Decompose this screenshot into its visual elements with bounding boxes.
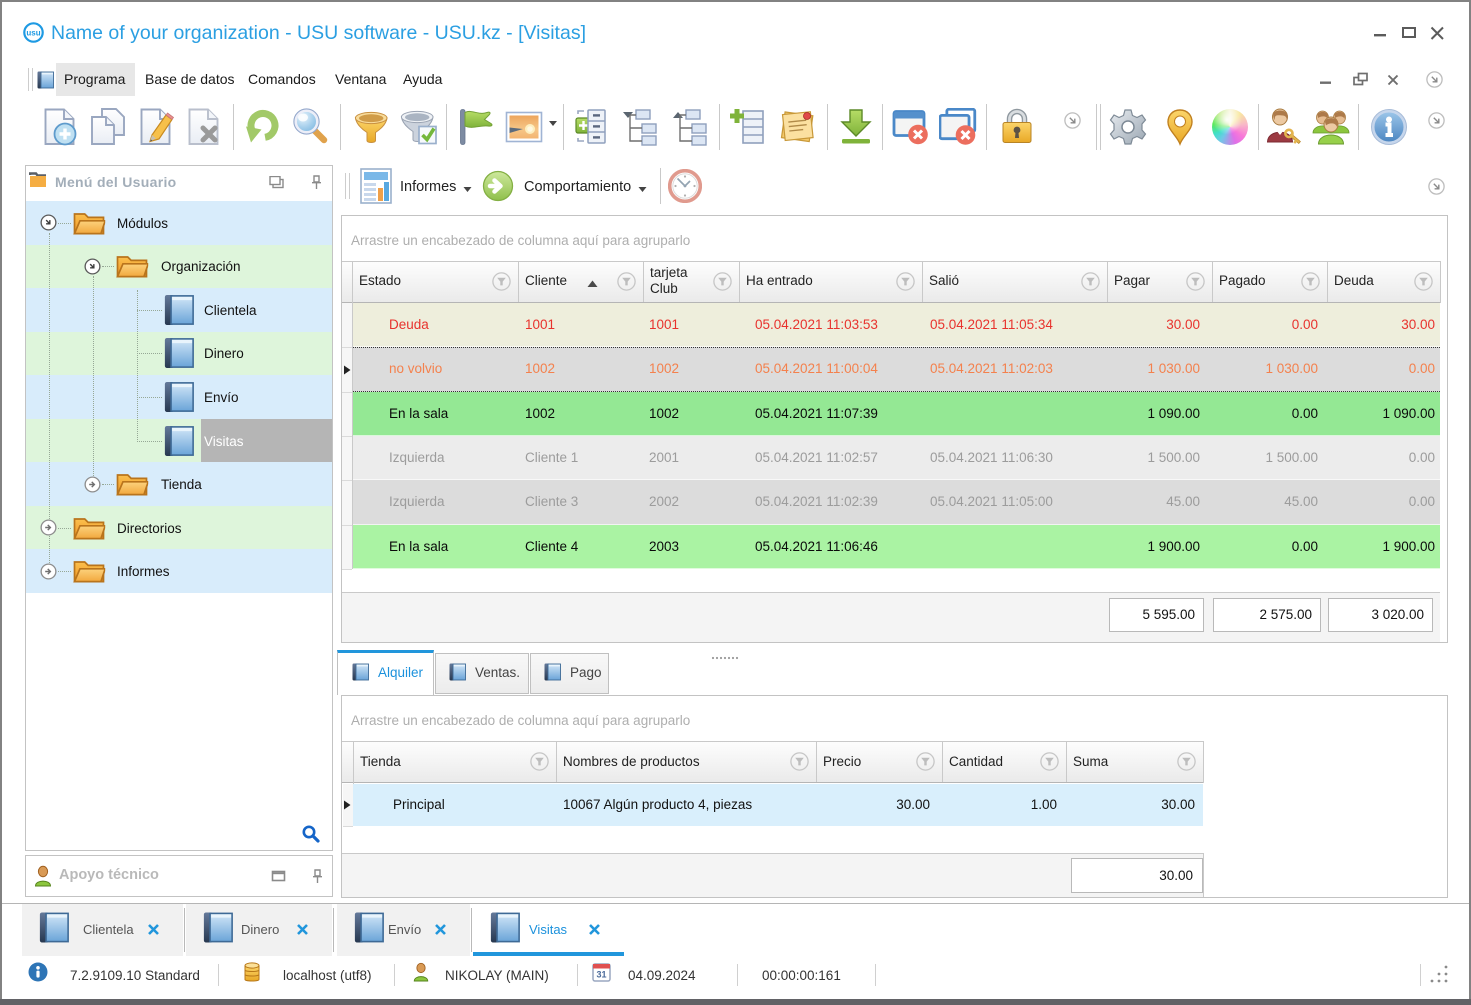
svg-text:31: 31: [596, 970, 606, 980]
svg-text:usu: usu: [26, 29, 40, 38]
